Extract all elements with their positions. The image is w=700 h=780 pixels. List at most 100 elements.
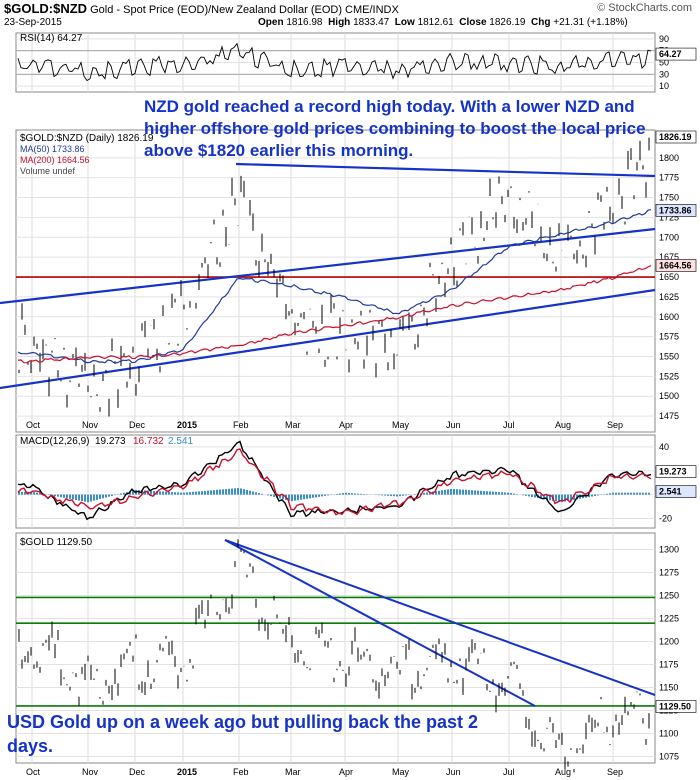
trendline (0, 227, 656, 305)
price-panel (15, 129, 656, 433)
gold-x-label: 2015 (177, 767, 197, 777)
gold-tick: 1150 (659, 683, 678, 693)
gold-tick: 1200 (659, 637, 679, 647)
trendline (0, 288, 656, 390)
close-badge (655, 130, 697, 144)
ma50-badge (655, 204, 697, 217)
gold-tick: 1075 (659, 752, 679, 762)
gold-x-label: Jun (446, 767, 461, 777)
gold-x-label: Aug (555, 767, 571, 777)
price-x-label: Dec (129, 420, 146, 430)
gold-legend: $GOLD 1129.50 (20, 537, 93, 548)
price-x-label: 2015 (177, 420, 197, 430)
gold-badge-text: 1129.50 (659, 701, 691, 711)
gold-x-label: Nov (82, 767, 99, 777)
price-tick: 1625 (659, 292, 679, 302)
rsi-badge-text: 64.27 (659, 49, 682, 59)
price-tick: 1525 (659, 371, 679, 381)
price-x-label: Jul (503, 420, 515, 430)
chart-title: $GOLD:$NZD Gold - Spot Price (EOD)/New Z… (4, 1, 399, 16)
gold-x-label: May (392, 767, 410, 777)
hist-badge-text: 2.541 (659, 487, 682, 497)
trendline (235, 162, 656, 178)
price-x-label: Mar (285, 420, 301, 430)
price-x-label: Jun (446, 420, 461, 430)
price-tick: 1675 (659, 252, 679, 262)
price-tick: 1650 (659, 272, 679, 282)
price-x-label: Sep (607, 420, 623, 430)
rsi-tick: 90 (659, 34, 669, 44)
rsi-tick: 50 (659, 58, 669, 68)
date: 23-Sep-2015 (4, 17, 62, 28)
volume-legend: Volume undef (20, 166, 76, 176)
gold-trendline (224, 539, 656, 696)
price-x-label: Nov (82, 420, 99, 430)
price-tick: 1800 (659, 153, 679, 163)
rsi-tick: 10 (659, 81, 669, 91)
close-badge-text: 1826.19 (659, 132, 692, 142)
price-legend-title: $GOLD:$NZD (Daily) 1826.19 (20, 133, 154, 144)
price-x-label: Oct (26, 420, 41, 430)
nzd-annotation: NZD gold reached a record high today. Wi… (144, 97, 646, 160)
gold-usd-panel (15, 532, 656, 764)
macd-tick: 40 (659, 442, 669, 452)
ma50-badge-text: 1733.86 (659, 205, 692, 215)
price-x-label: Apr (339, 420, 353, 430)
price-tick: 1575 (659, 332, 679, 342)
signal-line (17, 448, 652, 516)
gold-x-label: Mar (285, 767, 301, 777)
usd-annotation: USD Gold up on a week ago but pulling ba… (7, 712, 479, 756)
gold-x-label: Feb (233, 767, 249, 777)
gold-badge (655, 700, 697, 713)
exchange: CME/INDX (345, 4, 399, 16)
price-x-label: Feb (233, 420, 249, 430)
gold-tick: 1300 (659, 545, 679, 555)
ma200-badge (655, 259, 697, 272)
gold-x-label: Sep (607, 767, 623, 777)
gold-tick: 1100 (659, 729, 678, 739)
description: Gold - Spot Price (EOD)/New Zealand Doll… (90, 4, 342, 16)
ma200-badge-text: 1664.56 (659, 260, 692, 270)
macd-legend: MACD(12,26,9) (20, 436, 89, 447)
macd-tick: -20 (659, 513, 672, 523)
macd-badge-text: 19.273 (659, 467, 687, 477)
ma200-legend: MA(200) 1664.56 (20, 155, 90, 165)
price-x-label: May (392, 420, 410, 430)
price-tick: 1600 (659, 312, 679, 322)
price-tick: 1475 (659, 411, 679, 421)
macd-line (17, 440, 652, 521)
price-tick: 1750 (659, 193, 679, 203)
price-tick: 1550 (659, 352, 679, 362)
gold-tick: 1175 (659, 660, 678, 670)
ma50-line (17, 209, 652, 364)
hist-badge (655, 485, 697, 498)
rsi-line (17, 42, 652, 82)
symbol: $GOLD:$NZD (4, 1, 88, 16)
macd-panel (15, 434, 656, 529)
gold-trendline (224, 539, 536, 707)
price-tick: 1725 (659, 212, 679, 222)
ohlc-line: Open 1816.98 High 1833.47 Low 1812.61 Cl… (258, 17, 628, 28)
gold-tick: 1225 (659, 614, 679, 624)
rsi-tick: 30 (659, 69, 669, 79)
macd-value: 19.273 (95, 436, 126, 447)
gold-tick: 1250 (659, 591, 679, 601)
price-tick: 1775 (659, 173, 679, 183)
price-tick: 1500 (659, 391, 679, 401)
ma50-legend: MA(50) 1733.86 (20, 144, 85, 154)
ma200-line (17, 264, 652, 364)
chart-header: $GOLD:$NZD Gold - Spot Price (EOD)/New Z… (0, 0, 700, 30)
price-tick: 1700 (659, 232, 679, 242)
macd-badge (655, 465, 697, 478)
gold-x-label: Oct (26, 767, 41, 777)
signal-value: 16.732 (133, 436, 164, 447)
rsi-legend: RSI(14) 64.27 (20, 33, 83, 44)
gold-x-label: Dec (129, 767, 146, 777)
gold-tick: 1275 (659, 568, 679, 578)
price-x-label: Aug (555, 420, 571, 430)
gold-x-label: Jul (503, 767, 515, 777)
brand-watermark: © StockCharts.com (597, 2, 692, 14)
hist-value: 2.541 (168, 436, 193, 447)
gold-x-label: Apr (339, 767, 353, 777)
